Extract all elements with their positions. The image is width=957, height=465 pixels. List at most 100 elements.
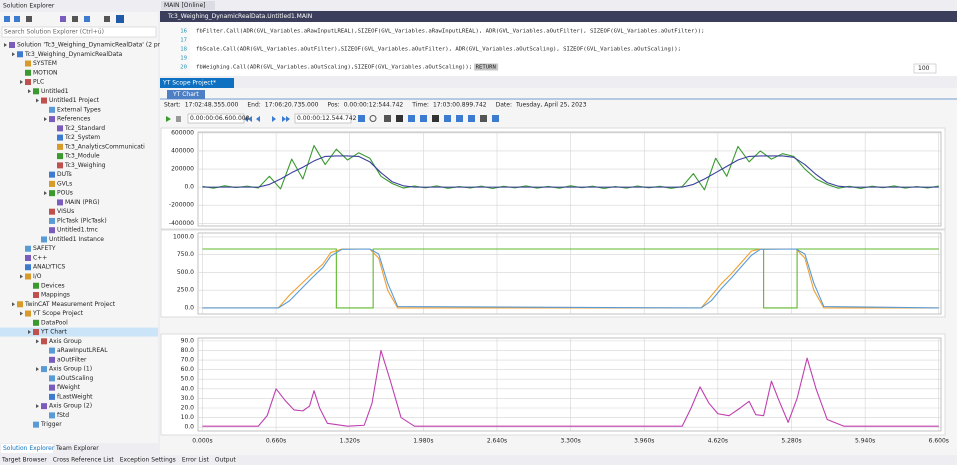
expander[interactable]	[44, 191, 47, 196]
signal-line	[202, 248, 939, 309]
tree-label[interactable]: Mappings	[41, 292, 70, 299]
tree-label[interactable]: I/O	[33, 273, 42, 280]
tree-label[interactable]: Solution 'Tc3_Weighing_DynamicRealData' …	[17, 42, 161, 49]
tree-label[interactable]: DUTs	[57, 171, 72, 178]
x-tick-label: 3.300s	[560, 438, 580, 445]
charts: 600000 400000 200000 0.0 -200000 -400000 1000.…	[160, 127, 949, 445]
time-field-value[interactable]: 0.00:00:12.544.742	[297, 115, 357, 122]
tree-label[interactable]: fWeight	[57, 384, 81, 391]
tree-label[interactable]: Untitled1	[41, 88, 69, 95]
bottom-tab[interactable]: Solution Explorer	[3, 445, 55, 452]
x-tick-label: 2.640s	[487, 438, 507, 445]
expander[interactable]	[28, 330, 31, 335]
time-field[interactable]	[187, 113, 245, 124]
tree-label[interactable]: ANALYTICS	[33, 264, 66, 271]
tree-label[interactable]: Tc3_Module	[64, 153, 100, 160]
tree-label[interactable]: PLC	[33, 79, 44, 86]
expander[interactable]	[28, 89, 31, 94]
tree-icon	[49, 356, 55, 363]
chart-tab-label[interactable]: YT Chart	[172, 91, 199, 98]
zoom-box[interactable]	[913, 63, 937, 74]
tree-label[interactable]: Axis Group (2)	[49, 403, 92, 410]
scope-tab-label[interactable]: YT Scope Project*	[162, 80, 216, 87]
tree-label[interactable]: VISUs	[57, 208, 74, 215]
tree-label[interactable]: DataPool	[41, 319, 68, 326]
tree-label[interactable]: Tc2_System	[64, 134, 100, 141]
tree-label[interactable]: SAFETY	[33, 245, 56, 252]
active-tab[interactable]	[1, 444, 53, 453]
expander[interactable]	[12, 52, 15, 57]
tree-label[interactable]: Tc3_AnalyticsCommunicati	[64, 143, 145, 150]
expander[interactable]	[44, 117, 47, 122]
status-item[interactable]: Exception Settings	[120, 457, 176, 464]
y-tick-label: -400000	[169, 220, 194, 227]
expander[interactable]	[4, 43, 7, 47]
tree-icon	[33, 88, 39, 95]
tree-label[interactable]: aOutScaling	[57, 375, 93, 382]
tree-label[interactable]: fLastWeight	[57, 393, 93, 400]
gutter	[160, 22, 190, 76]
editor-tab-label[interactable]: MAIN [Online]	[164, 2, 205, 9]
signal-line	[202, 155, 939, 188]
tree-label[interactable]: Axis Group	[49, 338, 82, 345]
expander[interactable]	[36, 404, 39, 409]
tree-label[interactable]: Devices	[41, 282, 65, 289]
tree-icon	[25, 254, 31, 261]
info-label: Time:	[411, 102, 429, 109]
tree-label[interactable]: References	[57, 116, 90, 123]
search-placeholder: Search Solution Explorer (Ctrl+ü)	[4, 29, 104, 36]
line-number: 19	[180, 56, 187, 62]
x-tick-label: 1.320s	[340, 438, 360, 445]
expander[interactable]	[12, 302, 15, 307]
tree-label[interactable]: fStd	[57, 412, 69, 419]
search-box[interactable]	[1, 26, 157, 38]
tree-label[interactable]: aOutFilter	[57, 356, 87, 363]
tree-icon	[41, 366, 47, 373]
tree-label[interactable]: PlcTask (PlcTask)	[57, 217, 107, 224]
info-label: End:	[247, 102, 260, 109]
tree-label[interactable]: YT Chart	[40, 329, 67, 336]
tree-label[interactable]: aRawInputLREAL	[57, 347, 108, 354]
tree-label[interactable]: Trigger	[40, 421, 62, 428]
status-item[interactable]: Error List	[182, 457, 210, 464]
tree-label[interactable]: MOTION	[33, 69, 58, 76]
tree-label[interactable]: External Types	[57, 106, 101, 113]
x-tick-label: 1.980s	[413, 438, 433, 445]
status-item[interactable]: Target Browser	[1, 457, 47, 464]
zoom-value[interactable]: 100	[918, 65, 930, 72]
tree-label[interactable]: TwinCAT Measurement Project	[24, 301, 116, 308]
y-tick-label: 750.0	[177, 251, 194, 258]
time-field[interactable]	[294, 113, 352, 124]
scope-tabbar	[160, 77, 957, 88]
tree-label[interactable]: Tc2_Standard	[64, 125, 105, 132]
expander[interactable]	[36, 98, 39, 103]
tree-label[interactable]: YT Scope Project	[32, 310, 84, 317]
chart-tab[interactable]	[167, 90, 205, 99]
tree-icon	[41, 403, 47, 410]
tree-label[interactable]: POUs	[57, 190, 73, 197]
tree-label[interactable]: Untitled1 Instance	[49, 236, 104, 243]
x-tick-label: 5.280s	[781, 438, 801, 445]
bottom-tab[interactable]: Team Explorer	[55, 445, 99, 452]
tree-label[interactable]: GVLs	[57, 180, 72, 187]
tree-label[interactable]: C++	[33, 254, 47, 261]
tree-label[interactable]: Untitled1.tmc	[57, 227, 98, 234]
tree-label[interactable]: Axis Group (1)	[49, 366, 92, 373]
scope-tab[interactable]	[160, 78, 234, 88]
status-item[interactable]: Output	[215, 457, 236, 464]
expander[interactable]	[36, 339, 39, 344]
expander[interactable]	[20, 311, 23, 316]
time-field-value[interactable]: 0.00:00:06.600.000	[190, 115, 250, 122]
expander[interactable]	[20, 274, 23, 279]
tree-label[interactable]: Tc3_Weighing_DynamicRealData	[24, 51, 123, 58]
tree-label[interactable]: SYSTEM	[33, 60, 57, 67]
expander[interactable]	[20, 80, 23, 85]
tree-label[interactable]: Untitled1 Project	[49, 97, 100, 104]
tree-label[interactable]: MAIN (PRG)	[65, 199, 100, 206]
info-value: 17:02:48.355.000	[185, 102, 239, 109]
expander[interactable]	[36, 367, 39, 372]
status-item[interactable]: Cross Reference List	[53, 457, 115, 464]
editor-tab[interactable]	[161, 1, 215, 10]
panel-title: Solution Explorer	[3, 3, 55, 10]
tree-label[interactable]: Tc3_Weighing	[64, 162, 106, 169]
